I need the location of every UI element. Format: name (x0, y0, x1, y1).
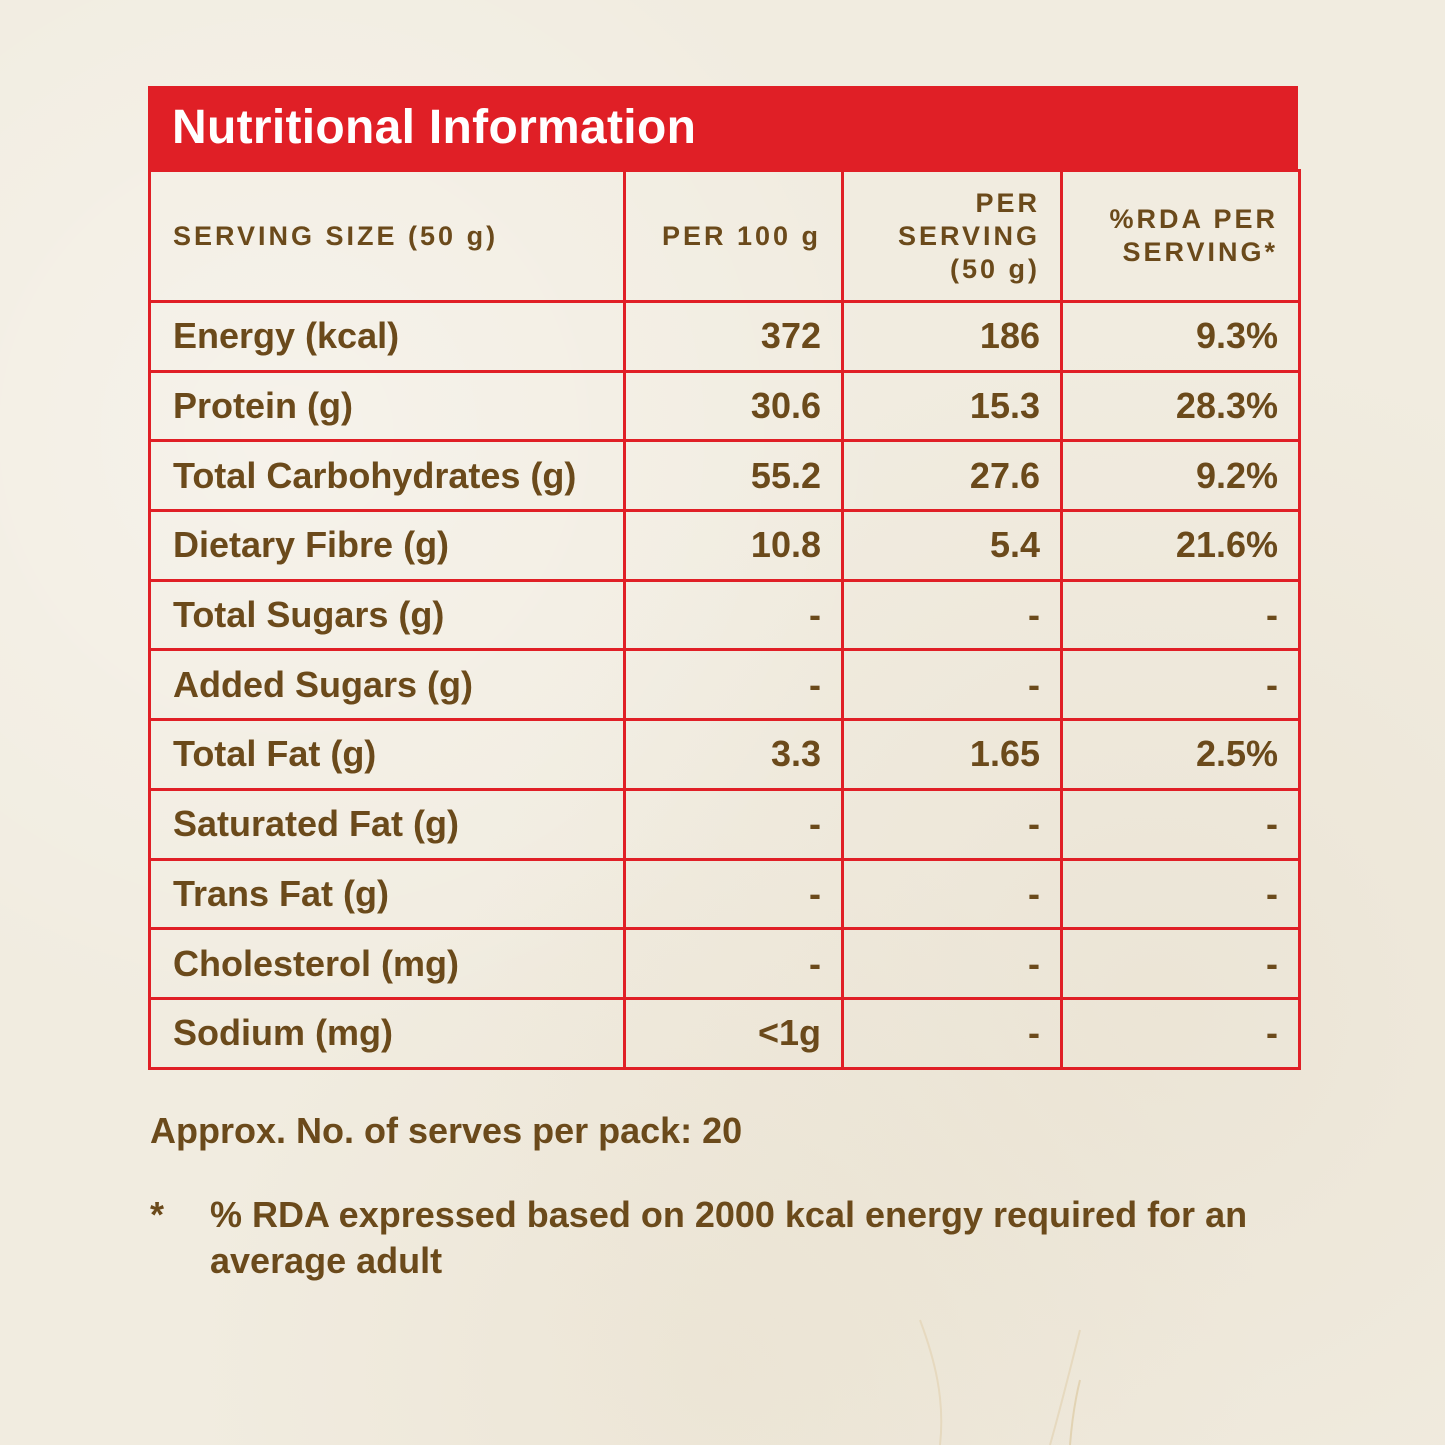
nutrition-table: SERVING SIZE (50 g) PER 100 g PER SERVIN… (148, 169, 1301, 1070)
per100-value: - (623, 787, 844, 861)
serving-value: 27.6 (841, 439, 1063, 513)
serving-value: - (841, 857, 1063, 931)
nutrient-name: Saturated Fat (g) (148, 787, 626, 861)
serving-value: - (841, 648, 1063, 722)
title-bar: Nutritional Information (148, 86, 1298, 169)
per100-value: 3.3 (623, 718, 844, 791)
table-row: Cholesterol (mg) - - - (148, 927, 1301, 1000)
rda-value: - (1060, 857, 1301, 931)
table-row: Added Sugars (g) - - - (148, 648, 1301, 722)
rda-value: - (1060, 787, 1301, 861)
rda-value: - (1060, 648, 1301, 722)
nutrient-name: Dietary Fibre (g) (148, 509, 626, 582)
header-rda: %RDA PER SERVING* (1060, 169, 1301, 303)
nutrient-name: Sodium (mg) (148, 996, 626, 1070)
serving-value: 5.4 (841, 509, 1063, 582)
nutrient-name: Added Sugars (g) (148, 648, 626, 722)
wheat-stalk-decoration (919, 1319, 1081, 1445)
nutrient-name: Total Carbohydrates (g) (148, 439, 626, 513)
per100-value: 372 (623, 300, 844, 373)
rda-value: 2.5% (1060, 718, 1301, 791)
serving-value: 1.65 (841, 718, 1063, 791)
table-row: Total Sugars (g) - - - (148, 578, 1301, 652)
rda-value: 9.2% (1060, 439, 1301, 513)
table-row: Total Fat (g) 3.3 1.65 2.5% (148, 718, 1301, 791)
per100-value: 55.2 (623, 439, 844, 513)
nutrition-panel: Nutritional Information SERVING SIZE (50… (148, 86, 1301, 1070)
table-row: Sodium (mg) <1g - - (148, 996, 1301, 1070)
table-row: Total Carbohydrates (g) 55.2 27.6 9.2% (148, 439, 1301, 513)
footnote-asterisk: * (150, 1194, 165, 1235)
header-serving-size: SERVING SIZE (50 g) (148, 169, 626, 303)
table-row: Energy (kcal) 372 186 9.3% (148, 300, 1301, 373)
serving-value: - (841, 927, 1063, 1000)
serving-value: 15.3 (841, 369, 1063, 443)
per100-value: 10.8 (623, 509, 844, 582)
header-per-serving: PER SERVING (50 g) (841, 169, 1063, 303)
table-header-row: SERVING SIZE (50 g) PER 100 g PER SERVIN… (148, 169, 1301, 303)
rda-footnote: * % RDA expressed based on 2000 kcal ene… (150, 1192, 1290, 1284)
footnote-text: % RDA expressed based on 2000 kcal energ… (210, 1194, 1248, 1281)
serves-per-pack: Approx. No. of serves per pack: 20 (150, 1110, 743, 1151)
serving-value: - (841, 578, 1063, 652)
per100-value: 30.6 (623, 369, 844, 443)
rda-value: - (1060, 927, 1301, 1000)
header-per-100g: PER 100 g (623, 169, 844, 303)
table-row: Protein (g) 30.6 15.3 28.3% (148, 369, 1301, 443)
rda-value: 28.3% (1060, 369, 1301, 443)
nutrient-name: Total Fat (g) (148, 718, 626, 791)
per100-value: - (623, 578, 844, 652)
nutrient-name: Protein (g) (148, 369, 626, 443)
per100-value: - (623, 927, 844, 1000)
rda-value: 9.3% (1060, 300, 1301, 373)
nutrient-name: Total Sugars (g) (148, 578, 626, 652)
per100-value: <1g (623, 996, 844, 1070)
table-row: Dietary Fibre (g) 10.8 5.4 21.6% (148, 509, 1301, 582)
per100-value: - (623, 648, 844, 722)
nutrient-name: Cholesterol (mg) (148, 927, 626, 1000)
panel-title: Nutritional Information (172, 101, 697, 154)
table-row: Trans Fat (g) - - - (148, 857, 1301, 931)
serving-value: - (841, 787, 1063, 861)
serving-value: 186 (841, 300, 1063, 373)
rda-value: - (1060, 578, 1301, 652)
nutrient-name: Energy (kcal) (148, 300, 626, 373)
per100-value: - (623, 857, 844, 931)
rda-value: - (1060, 996, 1301, 1070)
serving-value: - (841, 996, 1063, 1070)
nutrient-name: Trans Fat (g) (148, 857, 626, 931)
table-row: Saturated Fat (g) - - - (148, 787, 1301, 861)
rda-value: 21.6% (1060, 509, 1301, 582)
